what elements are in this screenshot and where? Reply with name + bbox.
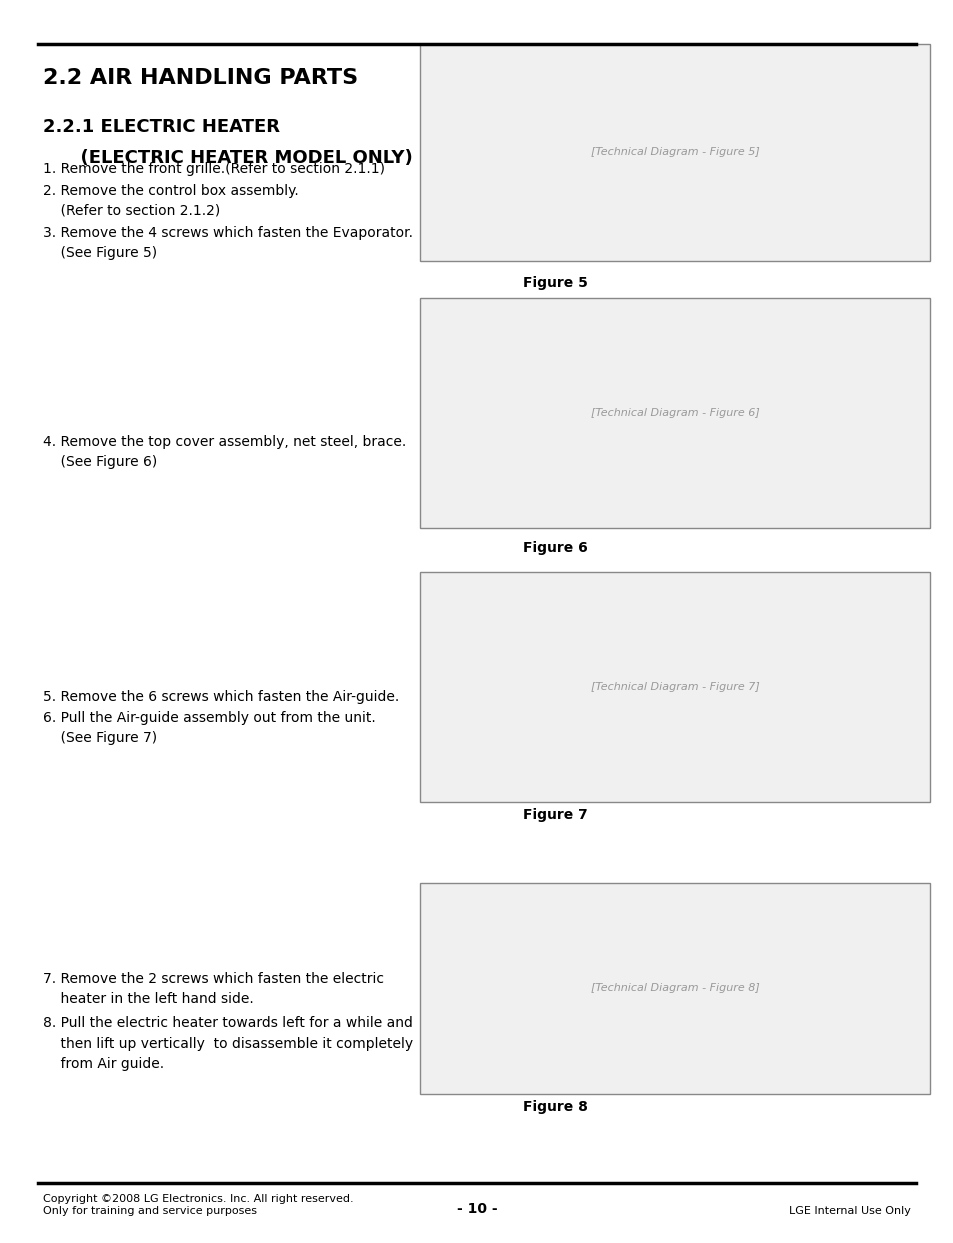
- Text: (See Figure 6): (See Figure 6): [43, 455, 157, 469]
- Text: 7. Remove the 2 screws which fasten the electric: 7. Remove the 2 screws which fasten the …: [43, 972, 383, 986]
- Text: [Technical Diagram - Figure 5]: [Technical Diagram - Figure 5]: [590, 147, 759, 158]
- Text: [Technical Diagram - Figure 7]: [Technical Diagram - Figure 7]: [590, 681, 759, 692]
- Text: (See Figure 5): (See Figure 5): [43, 246, 157, 260]
- Text: - 10 -: - 10 -: [456, 1202, 497, 1216]
- FancyBboxPatch shape: [419, 883, 929, 1094]
- FancyBboxPatch shape: [419, 572, 929, 802]
- Text: then lift up vertically  to disassemble it completely: then lift up vertically to disassemble i…: [43, 1037, 413, 1050]
- Text: 4. Remove the top cover assembly, net steel, brace.: 4. Remove the top cover assembly, net st…: [43, 435, 406, 449]
- Text: (See Figure 7): (See Figure 7): [43, 731, 157, 745]
- Text: 8. Pull the electric heater towards left for a while and: 8. Pull the electric heater towards left…: [43, 1016, 413, 1029]
- Text: 2. Remove the control box assembly.: 2. Remove the control box assembly.: [43, 184, 298, 198]
- Text: (ELECTRIC HEATER MODEL ONLY): (ELECTRIC HEATER MODEL ONLY): [43, 149, 413, 167]
- Text: Figure 7: Figure 7: [522, 808, 587, 822]
- Text: 2.2.1 ELECTRIC HEATER: 2.2.1 ELECTRIC HEATER: [43, 118, 279, 135]
- Text: 3. Remove the 4 screws which fasten the Evaporator.: 3. Remove the 4 screws which fasten the …: [43, 226, 413, 240]
- Text: Figure 8: Figure 8: [522, 1100, 587, 1114]
- Text: Copyright ©2008 LG Electronics. Inc. All right reserved.
Only for training and s: Copyright ©2008 LG Electronics. Inc. All…: [43, 1195, 354, 1216]
- Text: [Technical Diagram - Figure 6]: [Technical Diagram - Figure 6]: [590, 408, 759, 419]
- Text: (Refer to section 2.1.2): (Refer to section 2.1.2): [43, 204, 220, 218]
- Text: [Technical Diagram - Figure 8]: [Technical Diagram - Figure 8]: [590, 983, 759, 993]
- Text: Figure 5: Figure 5: [522, 276, 587, 290]
- Text: 1. Remove the front grille.(Refer to section 2.1.1): 1. Remove the front grille.(Refer to sec…: [43, 162, 384, 175]
- Text: 6. Pull the Air-guide assembly out from the unit.: 6. Pull the Air-guide assembly out from …: [43, 711, 375, 725]
- FancyBboxPatch shape: [419, 298, 929, 528]
- Text: 5. Remove the 6 screws which fasten the Air-guide.: 5. Remove the 6 screws which fasten the …: [43, 690, 398, 704]
- Text: from Air guide.: from Air guide.: [43, 1057, 164, 1070]
- Text: Figure 6: Figure 6: [522, 541, 587, 554]
- Text: LGE Internal Use Only: LGE Internal Use Only: [788, 1206, 910, 1216]
- Text: 2.2 AIR HANDLING PARTS: 2.2 AIR HANDLING PARTS: [43, 68, 357, 88]
- Text: heater in the left hand side.: heater in the left hand side.: [43, 992, 253, 1006]
- FancyBboxPatch shape: [419, 44, 929, 261]
